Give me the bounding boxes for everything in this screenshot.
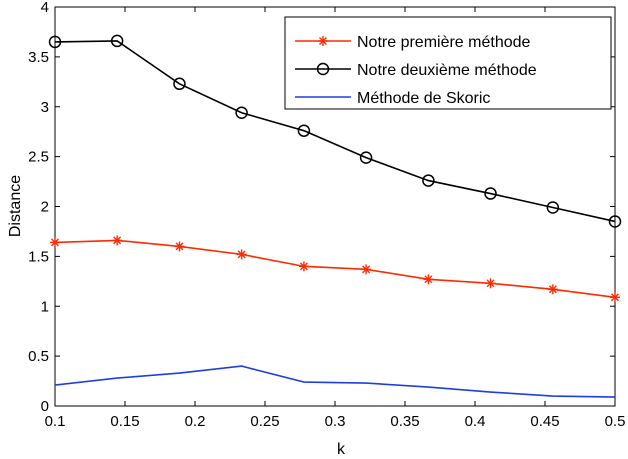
legend-label: Notre deuxième méthode: [357, 62, 537, 79]
legend-item: Notre deuxième méthode: [295, 62, 537, 79]
x-tick-label: 0.5: [605, 413, 626, 430]
x-tick-label: 0.3: [325, 413, 346, 430]
y-tick-label: 0.5: [28, 348, 49, 365]
asterisk-marker: [361, 264, 372, 275]
x-tick-label: 0.2: [185, 413, 206, 430]
x-tick-label: 0.4: [465, 413, 486, 430]
y-tick-label: 1.5: [28, 248, 49, 265]
circle-marker: [608, 215, 622, 228]
series-line: [54, 239, 616, 299]
y-tick-label: 0: [41, 398, 49, 415]
asterisk-marker: [112, 235, 123, 246]
y-tick-label: 3.5: [28, 49, 49, 66]
series-3: [54, 365, 616, 398]
legend-item: Méthode de Skoric: [295, 90, 490, 107]
circle-marker: [422, 174, 435, 187]
y-tick-label: 3: [41, 99, 49, 116]
legend-box: [284, 16, 612, 110]
legend-item: Notre première méthode: [295, 34, 531, 51]
axis-ticks: 0.1 0.15 0.2 0.25 0.3 0.35 0.4 0.45 0.5 0 0.5 1 1.5 2…: [28, 0, 625, 430]
x-axis-label: k: [337, 441, 346, 458]
y-tick-label: 2.5: [28, 149, 49, 166]
series-1: [50, 235, 620, 303]
circle-marker: [546, 201, 560, 214]
asterisk-marker: [485, 278, 496, 289]
asterisk-marker: [318, 36, 328, 46]
legend-label: Méthode de Skoric: [357, 90, 490, 107]
asterisk-marker: [298, 261, 309, 272]
x-tick-label: 0.45: [530, 413, 559, 430]
x-tick-label: 0.1: [45, 413, 66, 430]
asterisk-marker: [423, 274, 434, 285]
legend: Notre première méthode Notre deuxième mét…: [284, 16, 612, 110]
circle-marker: [297, 124, 311, 137]
circle-marker: [235, 106, 248, 119]
asterisk-marker: [50, 237, 60, 248]
asterisk-marker: [547, 284, 558, 295]
y-axis-label: Distance: [7, 175, 24, 237]
asterisk-marker: [610, 292, 620, 303]
series-line: [54, 40, 616, 223]
asterisk-marker: [174, 241, 185, 252]
x-tick-label: 0.15: [110, 413, 139, 430]
series-layer: [48, 34, 622, 398]
circle-marker: [359, 151, 373, 164]
asterisk-marker: [236, 249, 247, 260]
circle-marker: [110, 34, 124, 48]
circle-marker: [173, 77, 186, 91]
circle-marker: [484, 187, 497, 200]
y-tick-label: 2: [41, 199, 49, 216]
circle-marker: [316, 62, 330, 76]
y-tick-label: 4: [41, 0, 49, 16]
x-tick-label: 0.35: [390, 413, 419, 430]
legend-label: Notre première méthode: [357, 34, 531, 51]
circle-marker: [48, 35, 62, 49]
series-line: [54, 365, 616, 398]
series-2: [48, 34, 622, 228]
x-tick-label: 0.25: [250, 413, 279, 430]
y-tick-label: 1: [41, 298, 49, 315]
